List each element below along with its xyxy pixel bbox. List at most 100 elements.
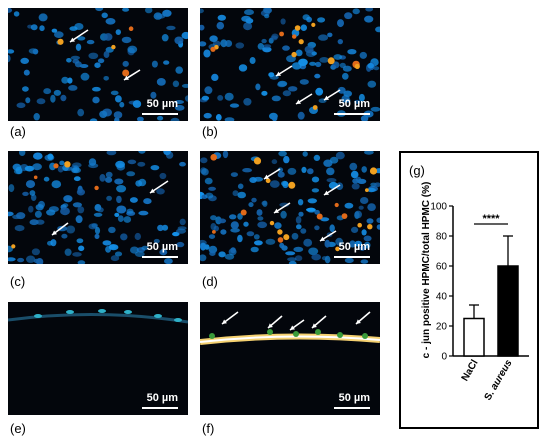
nucleus xyxy=(291,232,299,240)
nucleus xyxy=(174,100,184,104)
nucleus xyxy=(164,258,173,264)
cjun-positive-cell xyxy=(365,188,369,192)
nucleus xyxy=(117,215,124,222)
nucleus xyxy=(332,61,340,69)
nucleus xyxy=(349,240,356,248)
bar-0 xyxy=(463,317,485,357)
nucleus xyxy=(295,216,302,224)
nucleus xyxy=(161,34,169,42)
nucleus xyxy=(134,232,141,241)
nucleus xyxy=(132,100,142,108)
nucleus xyxy=(170,117,180,121)
nucleus xyxy=(262,46,272,53)
scale-bar-a xyxy=(142,113,178,115)
y-tick-label: 60 xyxy=(436,262,448,273)
nucleus xyxy=(86,39,95,45)
nucleus xyxy=(229,103,240,108)
nucleus xyxy=(91,223,98,228)
nucleus xyxy=(242,168,252,173)
nucleus xyxy=(224,253,235,260)
cjun-positive-cell xyxy=(253,157,262,165)
nucleus xyxy=(16,212,26,220)
nucleus xyxy=(329,224,335,233)
nucleus xyxy=(274,222,282,229)
nucleus xyxy=(243,22,253,31)
nucleus xyxy=(200,157,208,164)
nucleus xyxy=(71,167,81,174)
nucleus xyxy=(34,210,42,218)
nucleus xyxy=(337,19,344,28)
nucleus xyxy=(360,259,369,264)
nucleus xyxy=(163,60,170,65)
nucleus xyxy=(224,92,234,101)
nucleus xyxy=(352,8,360,15)
cjun-positive-cell xyxy=(298,39,304,45)
micrograph-c: 50 µm xyxy=(8,151,188,264)
cjun-positive-cell xyxy=(292,34,297,39)
nucleus xyxy=(344,12,353,20)
nucleus xyxy=(114,178,124,185)
nucleus xyxy=(354,240,363,247)
nucleus xyxy=(344,257,354,264)
cjun-positive-cell xyxy=(283,234,290,241)
nucleus xyxy=(24,165,35,172)
nucleus xyxy=(106,195,112,201)
nucleus xyxy=(271,115,278,121)
nucleus xyxy=(200,24,205,31)
nucleus xyxy=(311,188,320,193)
nucleus xyxy=(376,224,380,230)
scale-label-e: 50 µm xyxy=(146,392,178,404)
cjun-positive-cell xyxy=(122,69,130,77)
nucleus xyxy=(278,151,287,157)
nucleus xyxy=(200,8,204,14)
nucleus xyxy=(217,95,224,101)
nucleus xyxy=(157,224,164,232)
nucleus xyxy=(66,58,72,63)
cjun-positive-cell xyxy=(293,331,299,337)
cjun-positive-cell xyxy=(212,230,216,234)
nucleus xyxy=(367,203,376,211)
nucleus xyxy=(308,247,319,256)
nucleus xyxy=(116,195,122,204)
arrow-head xyxy=(264,174,269,179)
nucleus xyxy=(138,151,146,154)
nucleus xyxy=(123,216,132,223)
nucleus xyxy=(297,199,304,206)
nucleus xyxy=(60,207,70,216)
nucleus xyxy=(349,162,358,171)
cells-f xyxy=(200,311,380,345)
nucleus xyxy=(22,86,29,92)
nucleus xyxy=(103,51,110,58)
nucleus xyxy=(126,171,136,177)
nucleus xyxy=(294,255,303,262)
nucleus xyxy=(176,241,185,248)
nucleus xyxy=(302,151,308,157)
nucleus xyxy=(376,217,380,224)
nucleus xyxy=(122,8,130,12)
nucleus xyxy=(36,98,46,105)
nucleus xyxy=(181,31,188,40)
nucleus xyxy=(375,26,380,33)
nucleus xyxy=(261,90,268,96)
nucleus xyxy=(94,226,101,235)
nucleus xyxy=(335,151,345,160)
scale-bar-c xyxy=(142,256,178,258)
nucleus xyxy=(317,17,326,23)
nucleus xyxy=(77,260,86,264)
nucleus xyxy=(174,104,185,111)
nucleus xyxy=(157,115,164,121)
micrograph-b: 50 µm xyxy=(200,8,380,121)
micrograph-a: 50 µm xyxy=(8,8,188,121)
nucleus xyxy=(361,229,367,236)
nucleus xyxy=(200,41,207,47)
nucleus xyxy=(211,73,219,81)
bar-1 xyxy=(497,265,519,357)
arrow-head xyxy=(124,75,129,80)
x-tick-label: S. aureus xyxy=(483,358,515,403)
nucleus xyxy=(25,97,31,104)
nucleus xyxy=(208,186,216,191)
nucleus xyxy=(30,24,38,31)
nucleus xyxy=(360,197,369,204)
nucleus xyxy=(321,256,328,261)
nucleus xyxy=(253,234,260,240)
